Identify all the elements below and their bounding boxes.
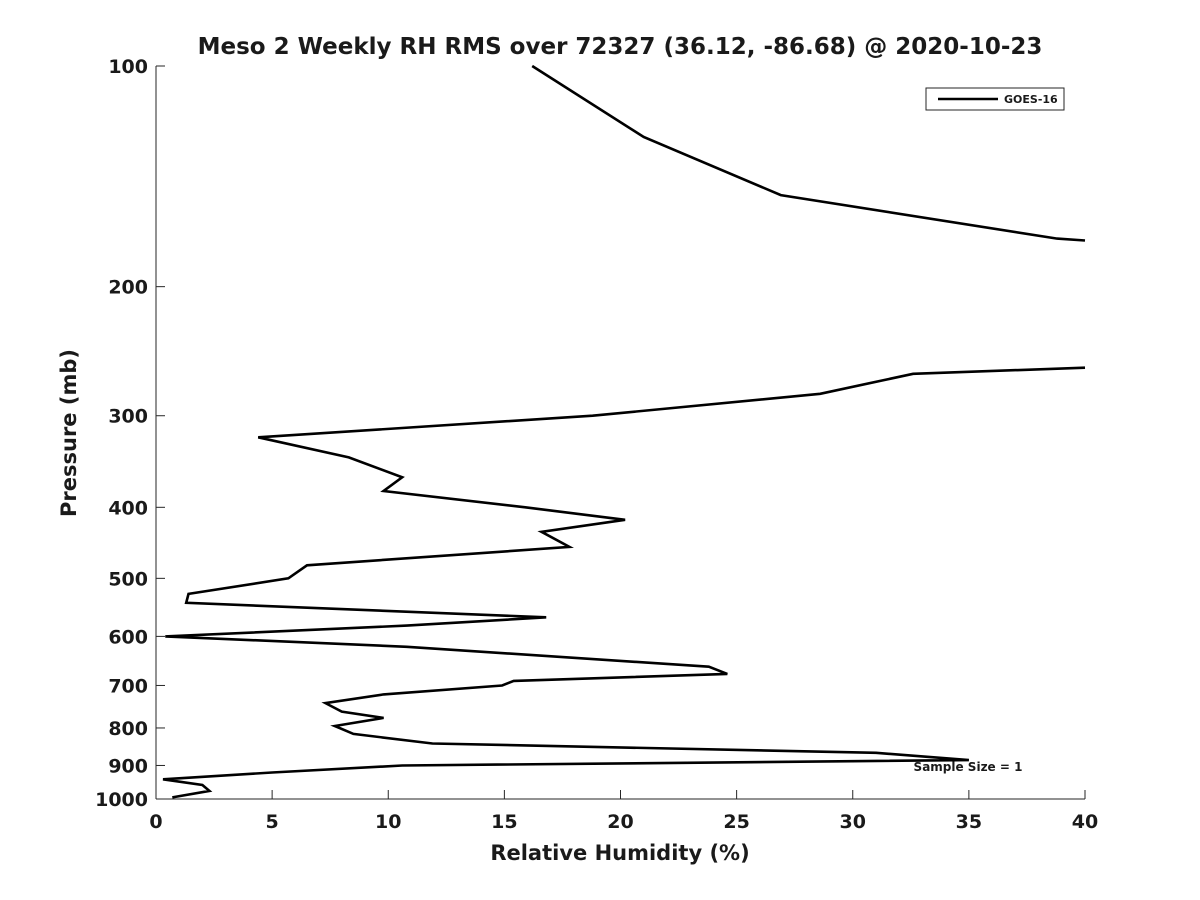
y-tick-label: 500 bbox=[108, 568, 148, 590]
y-tick-label: 100 bbox=[108, 56, 148, 78]
y-axis-label: Pressure (mb) bbox=[57, 349, 81, 517]
x-tick-label: 10 bbox=[375, 811, 401, 833]
y-tick-label: 800 bbox=[108, 718, 148, 740]
x-tick-label: 40 bbox=[1072, 811, 1098, 833]
x-tick-label: 20 bbox=[607, 811, 633, 833]
x-tick-label: 35 bbox=[956, 811, 982, 833]
y-tick-label: 300 bbox=[108, 406, 148, 428]
legend-label-goes16: GOES-16 bbox=[1004, 93, 1058, 106]
y-tick-label: 600 bbox=[108, 626, 148, 648]
series-line-goes16 bbox=[531, 64, 1086, 242]
x-axis-label: Relative Humidity (%) bbox=[490, 841, 749, 865]
axes-group bbox=[155, 66, 1085, 800]
chart-title: Meso 2 Weekly RH RMS over 72327 (36.12, … bbox=[198, 34, 1043, 60]
legend: GOES-16 bbox=[925, 87, 1065, 111]
x-tick-label: 25 bbox=[723, 811, 749, 833]
series-line-goes16 bbox=[162, 366, 1086, 799]
y-tick-label: 900 bbox=[108, 755, 148, 777]
y-tick-label: 200 bbox=[108, 277, 148, 299]
x-tick-label: 15 bbox=[491, 811, 517, 833]
x-tick-label: 30 bbox=[840, 811, 866, 833]
sample-size-annotation: Sample Size = 1 bbox=[914, 760, 1023, 774]
x-tick-label: 0 bbox=[149, 811, 162, 833]
series-layer bbox=[162, 64, 1086, 799]
y-tick-label: 400 bbox=[108, 497, 148, 519]
ticks-group: 0 5 10 15 20 25 30 35 40 100 200 300 400 500 600 700 800… bbox=[95, 56, 1098, 833]
y-tick-label: 700 bbox=[108, 675, 148, 697]
x-tick-label: 5 bbox=[266, 811, 279, 833]
y-tick-label: 1000 bbox=[95, 789, 148, 811]
